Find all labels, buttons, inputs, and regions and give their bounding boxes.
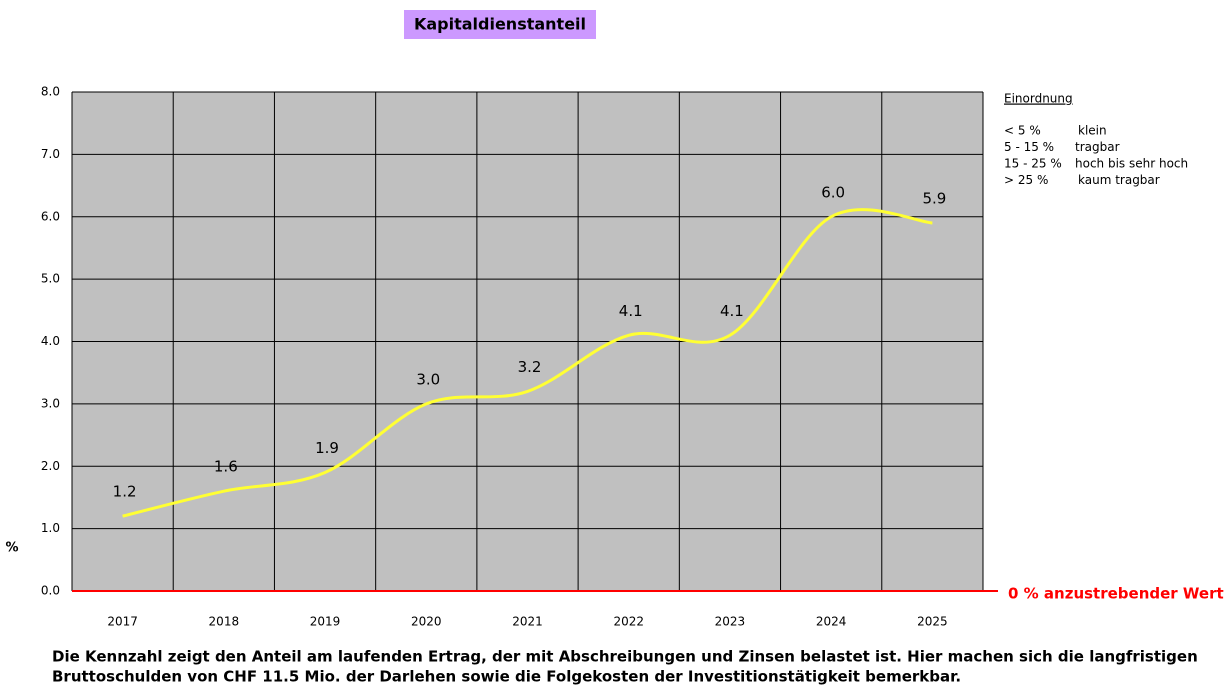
data-label: 4.1 [720,302,744,320]
x-tick-label: 2020 [411,615,442,629]
notes-range: < 5 % [1004,124,1041,138]
y-tick-label: 4.0 [41,334,60,348]
data-label: 1.2 [113,483,137,501]
caption: Die Kennzahl zeigt den Anteil am laufend… [52,648,1198,666]
y-axis-label: % [5,541,18,556]
notes-class: klein [1078,124,1107,138]
notes-range: > 25 % [1004,173,1048,187]
x-tick-label: 2018 [209,615,240,629]
y-tick-label: 1.0 [41,521,60,535]
notes-class: kaum tragbar [1078,173,1160,187]
data-label: 1.6 [214,458,238,476]
x-tick-label: 2019 [310,615,341,629]
notes-range: 5 - 15 % [1004,140,1054,154]
reference-label: 0 % anzustrebender Wert [1008,585,1224,603]
x-tick-label: 2017 [107,615,138,629]
data-label: 3.0 [416,370,440,388]
notes-class: tragbar [1075,140,1120,154]
chart-title: Kapitaldienstanteil [414,15,586,34]
title-box [404,10,596,39]
x-tick-label: 2025 [917,615,948,629]
x-tick-label: 2021 [512,615,543,629]
caption: Bruttoschulden von CHF 11.5 Mio. der Dar… [52,668,961,686]
y-tick-label: 6.0 [41,209,60,223]
data-label: 5.9 [922,189,946,207]
notes-class: hoch bis sehr hoch [1075,157,1188,171]
x-tick-label: 2022 [613,615,644,629]
x-tick-label: 2023 [715,615,746,629]
y-tick-label: 7.0 [41,147,60,161]
data-label: 6.0 [821,183,845,201]
notes-range: 15 - 25 % [1004,157,1062,171]
line-series [122,208,933,518]
data-label: 1.9 [315,439,339,457]
data-label: 3.2 [518,358,542,376]
y-tick-label: 2.0 [41,459,60,473]
x-tick-label: 2024 [816,615,847,629]
y-tick-label: 5.0 [41,272,60,286]
notes-title: Einordnung [1004,92,1073,106]
y-tick-label: 0.0 [41,584,60,598]
y-tick-label: 8.0 [41,85,60,99]
y-tick-label: 3.0 [41,396,60,410]
data-label: 4.1 [619,302,643,320]
